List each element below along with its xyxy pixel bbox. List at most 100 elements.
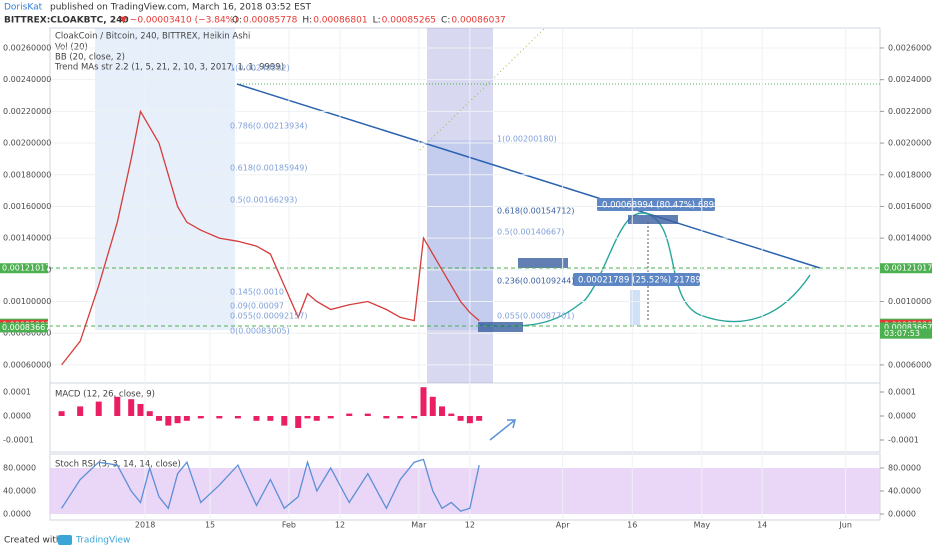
y-tick-label: 40.0000 <box>3 486 36 495</box>
change: ▼ −0.00003410 (−3.84%) <box>120 16 238 26</box>
histogram-bar <box>448 413 455 416</box>
y-tick-label: 80.0000 <box>888 463 921 472</box>
y-tick-label: 0.00100000 <box>888 297 932 306</box>
histogram-bar <box>439 406 446 416</box>
ohlc-value: 0.00086801 <box>313 16 367 26</box>
histogram-bar <box>397 416 404 419</box>
y-tick-label: 0.0000 <box>888 510 916 519</box>
histogram-bar <box>128 399 135 416</box>
histogram-bar <box>411 416 418 419</box>
histogram-bar <box>420 387 427 416</box>
ohlc-value: 0.00086037 <box>451 16 505 26</box>
y-tick-label: 0.00220000 <box>888 107 932 116</box>
x-tick-label: 14 <box>757 521 767 530</box>
fib-label: 0.618(0.00185949) <box>230 164 308 173</box>
y-tick-label: 0.00200000 <box>3 139 51 148</box>
ohlc-value: 0.00085265 <box>382 16 436 26</box>
y-tick-label: 0.00080000 <box>3 329 51 338</box>
footer-text: Created with <box>4 536 62 546</box>
y-tick-label: 0.00220000 <box>3 107 51 116</box>
y-tick-label: 0.00180000 <box>888 170 932 179</box>
x-tick-label: Feb <box>282 521 296 530</box>
x-tick-label: 12 <box>335 521 345 530</box>
histogram-bar <box>165 416 172 426</box>
rsi-band <box>50 468 880 514</box>
price-badge-label: 0.00083667 <box>2 323 50 332</box>
ohlc-key: O: <box>232 16 242 26</box>
histogram-bar <box>267 416 274 421</box>
histogram-bar <box>295 416 302 428</box>
y-tick-label: 0.00200000 <box>888 139 932 148</box>
histogram-bar <box>216 416 223 419</box>
y-tick-label: 0.00260000 <box>888 43 932 52</box>
histogram-bar <box>156 416 163 421</box>
footer-brand[interactable]: TradingView <box>75 536 130 546</box>
macd-pane <box>49 382 881 453</box>
ohlc-key: L: <box>373 16 381 26</box>
histogram-bar <box>77 406 84 416</box>
histogram-bar <box>383 416 390 419</box>
author[interactable]: DorisKat <box>4 3 43 13</box>
histogram-bar <box>429 396 436 416</box>
series-line <box>61 458 480 512</box>
fib-zone <box>95 28 235 330</box>
histogram-bar <box>304 416 311 419</box>
y-tick-label: 0.0001 <box>888 388 916 397</box>
fib-label: 0.5(0.00166293) <box>230 196 297 205</box>
y-tick-label: 0.0000 <box>3 412 31 421</box>
annotation-box <box>573 273 700 286</box>
countdown-badge <box>880 328 932 339</box>
published: published on TradingView.com, March 16, … <box>50 3 311 13</box>
histogram-bar <box>95 401 102 416</box>
histogram-bar <box>114 396 121 416</box>
price-badge-label: 0.00083667 <box>884 323 932 332</box>
y-tick-label: 0.00260000 <box>3 43 51 52</box>
x-tick-label: 12 <box>465 521 475 530</box>
histogram-bar <box>58 411 65 416</box>
price-badge <box>0 322 48 333</box>
y-tick-label: 0.00100000 <box>3 297 51 306</box>
histogram-bar <box>197 416 204 419</box>
target-box <box>478 322 523 332</box>
annotation: 0.00021789 (25.52%) 21789 <box>578 276 701 286</box>
x-tick-label: 15 <box>205 521 215 530</box>
arrow <box>489 419 516 441</box>
y-tick-label: 0.0000 <box>3 510 31 519</box>
fib-label: 0.055(0.00092157) <box>230 312 308 321</box>
histogram-bar <box>174 416 181 424</box>
logo-icon <box>58 535 72 545</box>
price-badge <box>0 263 48 274</box>
y-tick-label: 0.00180000 <box>3 170 51 179</box>
y-tick-label: 0.00140000 <box>3 234 51 243</box>
y-tick-label: 0.00060000 <box>888 360 932 369</box>
fib-label: 1(0.00200180) <box>497 135 557 144</box>
pane-title: Stoch RSI (3, 3, 14, 14, close) <box>55 460 181 470</box>
fib-label: 0.09(0.00097 <box>230 302 284 311</box>
y-tick-label: 0.00160000 <box>888 202 932 211</box>
price-badge-label: 0.00121017 <box>2 264 50 273</box>
histogram-bar <box>313 416 320 421</box>
x-tick-label: Jun <box>838 521 852 530</box>
histogram-bar <box>476 416 483 421</box>
ohlc-value: 0.00085778 <box>243 16 298 26</box>
histogram-bar <box>146 411 153 416</box>
y-tick-label: 80.0000 <box>3 463 36 472</box>
histogram-bar <box>466 416 473 424</box>
ohlc-key: C: <box>441 16 450 26</box>
fib-label: 0.236(0.00109244) <box>497 277 575 286</box>
x-tick-label: 16 <box>627 521 637 530</box>
fib-label: 0.618(0.00154712) <box>497 207 575 216</box>
annotation-box <box>597 198 715 211</box>
legend-item: BB (20, close, 2) <box>55 53 125 63</box>
y-tick-label: 0.00060000 <box>3 360 51 369</box>
fib-label: 0.055(0.00087701) <box>497 312 575 321</box>
target-box <box>518 258 568 268</box>
y-tick-label: 0.0000 <box>888 412 916 421</box>
histogram-bar <box>137 404 144 416</box>
y-tick-label: 0.00140000 <box>888 234 932 243</box>
y-tick-label: -0.0001 <box>3 436 34 445</box>
fib-label: 0.5(0.00140667) <box>497 228 564 237</box>
y-tick-label: 0.00160000 <box>3 202 51 211</box>
